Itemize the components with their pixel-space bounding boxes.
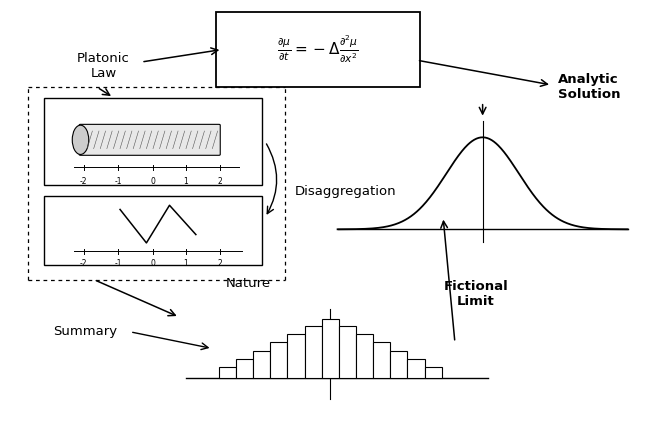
- Bar: [373, 342, 391, 378]
- Bar: [424, 368, 442, 378]
- Text: 1: 1: [183, 177, 189, 186]
- Bar: [408, 359, 424, 378]
- FancyBboxPatch shape: [216, 12, 420, 87]
- Bar: [287, 334, 305, 378]
- Text: -1: -1: [115, 177, 122, 186]
- Text: -2: -2: [80, 177, 87, 186]
- Bar: [236, 359, 253, 378]
- FancyBboxPatch shape: [44, 196, 261, 265]
- Bar: [270, 342, 287, 378]
- Text: Disaggregation: Disaggregation: [295, 185, 397, 198]
- Bar: [305, 325, 322, 378]
- Bar: [391, 351, 408, 378]
- Ellipse shape: [72, 125, 89, 155]
- Bar: [339, 325, 356, 378]
- Bar: [356, 334, 373, 378]
- Text: -1: -1: [115, 259, 122, 269]
- Text: Nature: Nature: [226, 277, 271, 290]
- Bar: [253, 351, 270, 378]
- FancyBboxPatch shape: [79, 124, 220, 155]
- Text: 2: 2: [218, 259, 222, 269]
- Text: Platonic
Law: Platonic Law: [77, 52, 130, 80]
- Text: $\frac{\partial \mu}{\partial t} = -\Delta \frac{\partial^2 \mu}{\partial x^2}$: $\frac{\partial \mu}{\partial t} = -\Del…: [277, 34, 359, 65]
- Bar: [219, 368, 236, 378]
- Text: 1: 1: [183, 259, 189, 269]
- Text: Summary: Summary: [52, 325, 117, 338]
- Text: Fictional
Limit: Fictional Limit: [444, 280, 508, 308]
- Text: 2: 2: [218, 177, 222, 186]
- Text: -2: -2: [80, 259, 87, 269]
- Text: 0: 0: [150, 259, 156, 269]
- Text: Analytic
Solution: Analytic Solution: [559, 73, 621, 101]
- FancyBboxPatch shape: [44, 98, 261, 185]
- Text: 0: 0: [150, 177, 156, 186]
- Bar: [322, 319, 339, 378]
